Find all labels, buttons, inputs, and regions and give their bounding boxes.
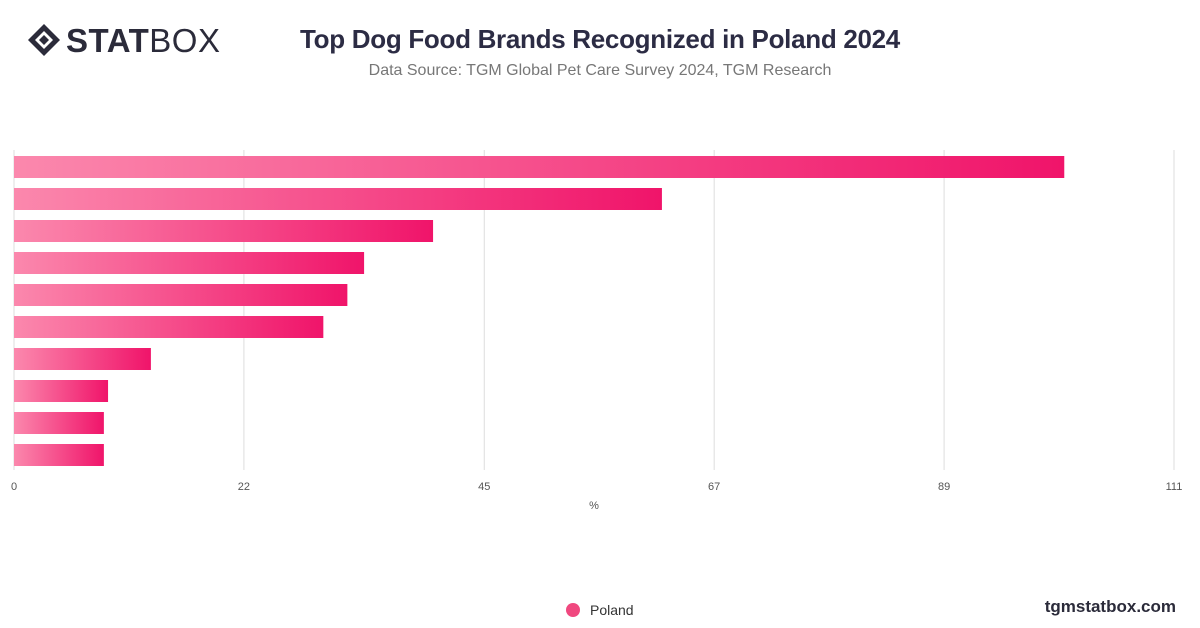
x-tick-label: 111 — [1166, 481, 1183, 493]
bar-poland[interactable] — [14, 188, 662, 210]
bar-poland[interactable] — [14, 220, 434, 242]
bar-poland[interactable] — [14, 316, 324, 338]
statbox-logo: STATBOX — [26, 22, 220, 58]
chart-legend[interactable]: Poland — [566, 602, 634, 618]
bar-poland[interactable] — [14, 444, 104, 466]
statbox-diamond-icon — [28, 24, 60, 56]
bar-poland[interactable] — [14, 284, 348, 306]
logo-light-text: BOX — [149, 21, 221, 59]
x-tick-label: 0 — [11, 481, 17, 493]
x-tick-label: 89 — [938, 481, 950, 493]
legend-label-poland: Poland — [590, 602, 634, 618]
x-axis-label: % — [589, 500, 599, 512]
logo-wordmark: STATBOX — [66, 24, 220, 57]
x-tick-label: 67 — [708, 481, 720, 493]
chart-title: Top Dog Food Brands Recognized in Poland… — [300, 24, 900, 54]
chart-subtitle: Data Source: TGM Global Pet Care Survey … — [368, 62, 832, 79]
legend-marker — [566, 603, 580, 617]
bar-poland[interactable] — [14, 412, 104, 434]
x-tick-label: 45 — [478, 481, 490, 493]
bar-poland[interactable] — [14, 252, 365, 274]
logo-bold-text: STAT — [66, 21, 150, 59]
footer-site-link[interactable]: tgmstatbox.com — [1044, 597, 1176, 616]
bar-chart: 0 22 45 67 89 111 % — [11, 150, 1183, 512]
bar-poland[interactable] — [14, 348, 151, 370]
bar-poland[interactable] — [14, 156, 1065, 178]
x-tick-label: 22 — [238, 481, 250, 493]
bar-poland[interactable] — [14, 380, 109, 402]
